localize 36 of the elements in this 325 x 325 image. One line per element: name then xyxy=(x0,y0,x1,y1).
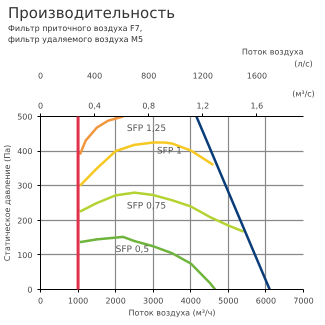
y-tick-label: 300 xyxy=(17,182,33,191)
x-axis-title: Поток воздуха (м³/ч) xyxy=(128,308,216,318)
line-series xyxy=(78,116,124,156)
line-series xyxy=(78,191,246,233)
line-series xyxy=(78,141,215,187)
series-label: SFP 0,5 xyxy=(116,244,150,255)
x2-tick-label: 800 xyxy=(141,72,156,80)
text: 0,4 xyxy=(88,102,101,110)
x-tick-label: 0 xyxy=(38,296,44,306)
x-tick-label: 4000 xyxy=(180,296,201,306)
text: 0,8 xyxy=(142,102,156,110)
y-tick-label: 200 xyxy=(17,216,33,226)
text: 0 xyxy=(38,102,44,110)
line-series xyxy=(78,236,216,290)
y-tick-label: 100 xyxy=(17,250,33,260)
text: (м³/с) xyxy=(292,90,315,98)
y-tick-label: 500 xyxy=(17,112,33,122)
y-axis-title: Статическое давление (Па) xyxy=(3,144,12,262)
text: 1,6 xyxy=(250,102,264,110)
chart-title: Производительность xyxy=(8,3,176,24)
y-tick-label: 400 xyxy=(17,147,33,156)
x2-axis-title: (л/с) xyxy=(294,60,313,68)
x2-tick-label: 0 xyxy=(38,72,44,80)
y-tick-label: 0 xyxy=(27,286,33,294)
text: 1,2 xyxy=(196,102,210,110)
x-tick-label: 1000 xyxy=(68,296,88,306)
chart-subtitle: Фильтр приточного воздуха F7, фильтр удаляемого воздуха M5 xyxy=(8,23,144,45)
x-tick-label: 7000 xyxy=(293,296,314,306)
x-tick-label: 5000 xyxy=(218,296,239,306)
x2-tick-label: 1600 xyxy=(246,72,268,80)
x-tick-label: 3000 xyxy=(143,296,164,306)
x-tick-label: 2000 xyxy=(105,296,126,306)
x2-tick-label: 1200 xyxy=(192,72,213,80)
text: Поток воздуха xyxy=(242,48,304,56)
x2-tick-label: 400 xyxy=(86,72,102,80)
x-tick-label: 6000 xyxy=(256,296,276,306)
